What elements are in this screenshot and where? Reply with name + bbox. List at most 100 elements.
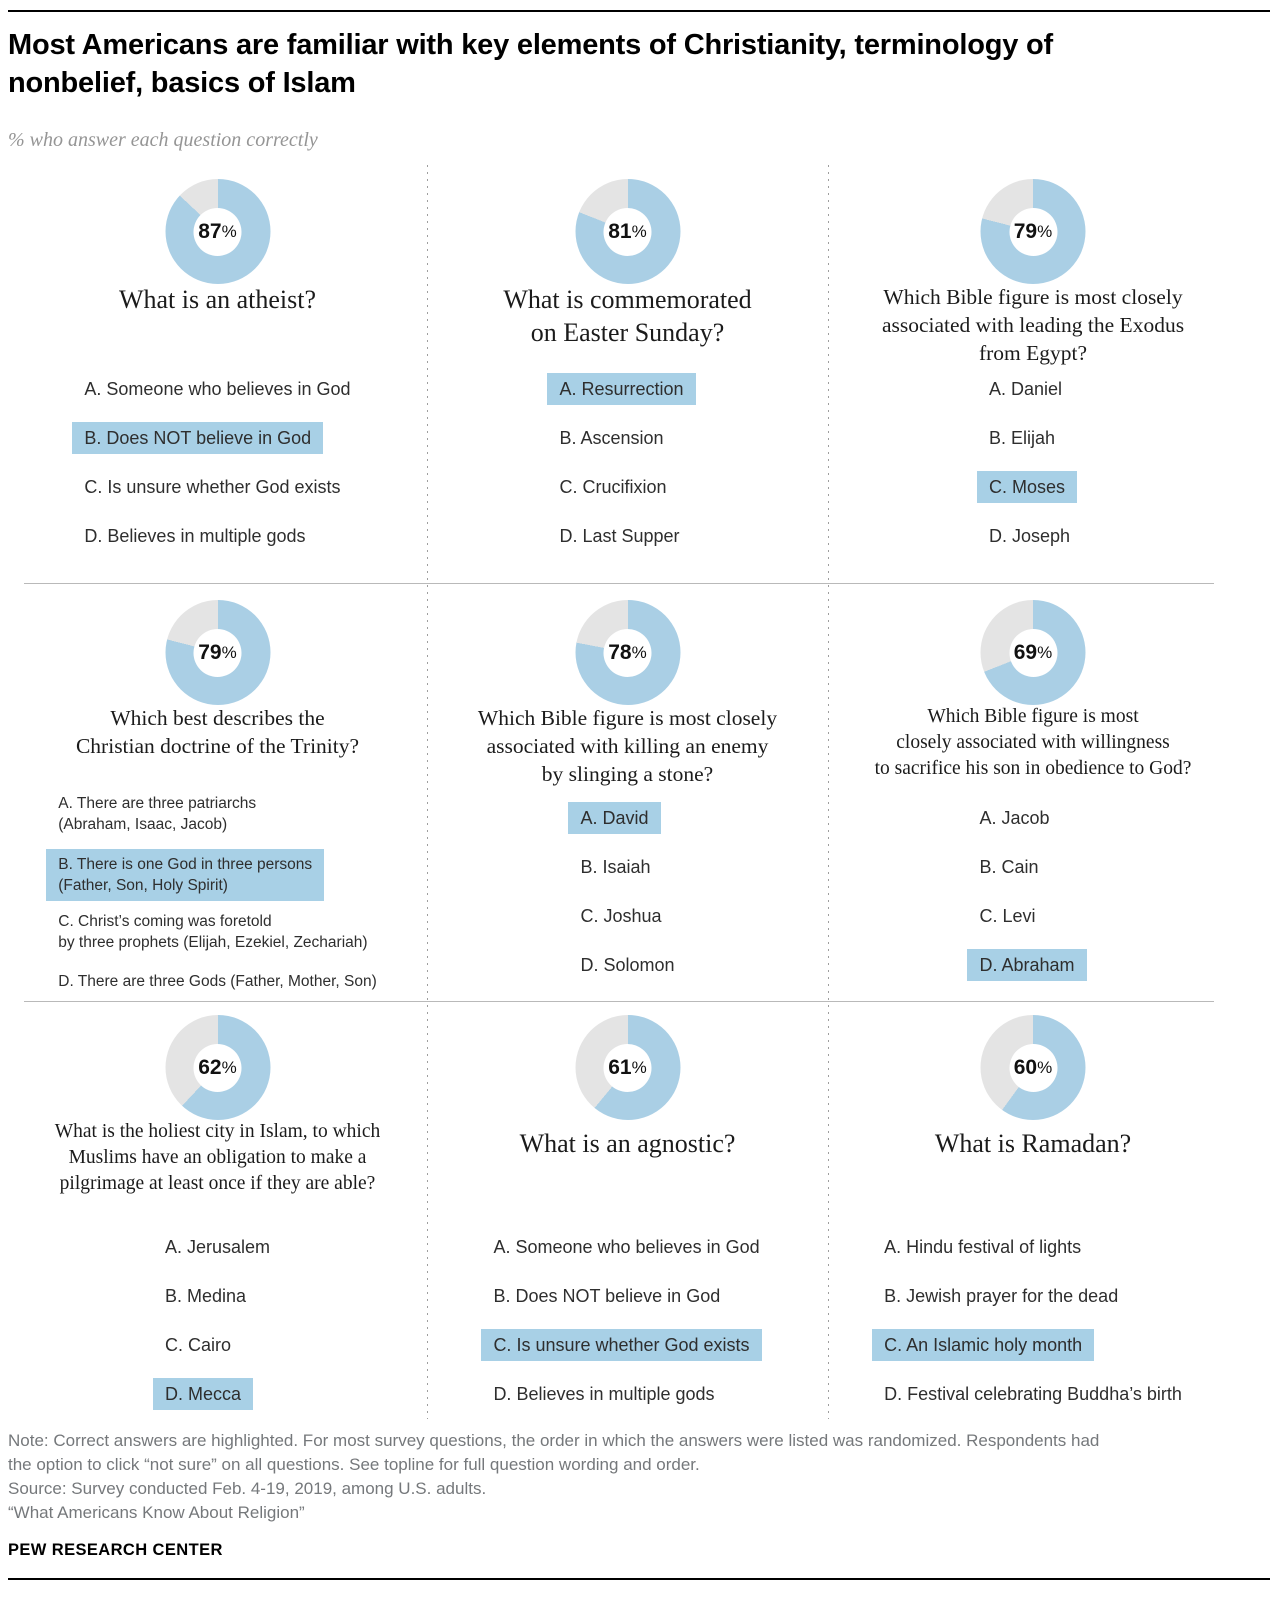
answer-option: A. David bbox=[568, 802, 674, 835]
quiz-cell: 81% What is commemorated on Easter Sunday?… bbox=[427, 165, 828, 583]
answer-line: A. Jerusalem bbox=[164, 1237, 271, 1257]
donut-percent-label: 87% bbox=[165, 179, 270, 284]
page-subtitle: % who answer each question correctly bbox=[8, 129, 318, 151]
page-title-line: Most Americans are familiar with key ele… bbox=[8, 29, 1053, 61]
quiz-cell: 78% Which Bible figure is most closely ass… bbox=[427, 583, 828, 1001]
answer-line: D. Last Supper bbox=[559, 526, 680, 546]
pew-research-center-logo: PEW RESEARCH CENTER bbox=[8, 1541, 223, 1559]
percent-sign: % bbox=[221, 222, 237, 241]
answer-line: (Abraham, Isaac, Jacob) bbox=[58, 816, 228, 833]
answer-line: B. Does NOT believe in God bbox=[493, 1286, 721, 1306]
correct-answer-highlight: C. Is unsure whether God exists bbox=[481, 1329, 762, 1361]
quiz-cell: 62% What is the holiest city in Islam, to… bbox=[8, 1001, 427, 1419]
answer-options-list: A. Resurrection B. Ascension C. Crucifixio… bbox=[547, 373, 696, 569]
donut-chart: 78% bbox=[575, 600, 680, 705]
question-line: by slinging a stone? bbox=[541, 762, 714, 786]
answer-text: B. Isaiah bbox=[580, 857, 650, 877]
answer-options: A. David B. Isaiah C. Joshua D. Solomon bbox=[427, 802, 828, 998]
footer-source: Source: Survey conducted Feb. 4-19, 2019… bbox=[8, 1479, 487, 1498]
footer-note-line: the option to click “not sure” on all qu… bbox=[8, 1455, 700, 1474]
answer-text: A. Daniel bbox=[989, 379, 1062, 399]
donut-chart: 81% bbox=[575, 179, 680, 284]
correct-answer-highlight: C. An Islamic holy month bbox=[872, 1329, 1095, 1361]
answer-line: C. Levi bbox=[979, 906, 1036, 926]
quiz-cell: 79% Which Bible figure is most closely ass… bbox=[828, 165, 1238, 583]
question-line: closely associated with willingness bbox=[896, 732, 1170, 753]
answer-line: D. Believes in multiple gods bbox=[84, 526, 306, 546]
quiz-cell: 60% What is Ramadan? A. Hindu festival of … bbox=[828, 1001, 1238, 1419]
donut-chart: 69% bbox=[980, 600, 1086, 705]
answer-text: C. Levi bbox=[979, 906, 1035, 926]
answer-options-list: A. David B. Isaiah C. Joshua D. Solomon bbox=[568, 802, 675, 998]
answer-text: C. Joshua bbox=[580, 906, 661, 926]
answer-line: D. Joseph bbox=[988, 526, 1071, 546]
answer-options: A. Someone who believes in God B. Does NO… bbox=[427, 1231, 828, 1427]
percent-value: 78 bbox=[608, 640, 632, 664]
percent-value: 60 bbox=[1013, 1055, 1038, 1079]
answer-option: C. Is unsure whether God exists bbox=[481, 1329, 762, 1362]
question-line: pilgrimage at least once if they are abl… bbox=[59, 1173, 376, 1194]
row-separator bbox=[24, 583, 1214, 584]
answer-text: D. Believes in multiple gods bbox=[84, 526, 305, 546]
answer-option: A. Someone who believes in God bbox=[493, 1231, 761, 1264]
quiz-cell: 87% What is an atheist? A. Someone who bel… bbox=[8, 165, 427, 583]
answer-option: B. There is one God in three persons (Fat… bbox=[46, 849, 376, 901]
answer-options: A. Hindu festival of lights B. Jewish pra… bbox=[828, 1231, 1238, 1427]
answer-option: A. Hindu festival of lights bbox=[884, 1231, 1182, 1264]
answer-line: A. Resurrection bbox=[559, 379, 684, 399]
question-text: Which best describes the Christian doctri… bbox=[8, 704, 427, 760]
answer-line: A. Hindu festival of lights bbox=[884, 1237, 1082, 1257]
percent-value: 79 bbox=[1013, 219, 1038, 243]
answer-options: A. There are three patriarchs (Abraham, I… bbox=[8, 793, 427, 992]
answer-option: D. Joseph bbox=[989, 520, 1077, 553]
answer-line: C. Joshua bbox=[580, 906, 662, 926]
answer-option: B. Ascension bbox=[559, 422, 695, 455]
answer-line: (Father, Son, Holy Spirit) bbox=[58, 877, 228, 894]
answer-line: C. Christ’s coming was foretold bbox=[58, 913, 272, 930]
percent-sign: % bbox=[631, 643, 647, 662]
answer-line: A. Daniel bbox=[988, 379, 1063, 399]
answer-option: D. Mecca bbox=[152, 1378, 270, 1411]
answer-option: C. Christ’s coming was foretold by three … bbox=[58, 911, 376, 953]
answer-line: B. Cain bbox=[979, 857, 1039, 877]
answer-line: B. Medina bbox=[164, 1286, 247, 1306]
quiz-cell: 79% Which best describes the Christian doc… bbox=[8, 583, 427, 1001]
answer-option: A. There are three patriarchs (Abraham, I… bbox=[58, 793, 376, 835]
answer-text: B. Medina bbox=[165, 1286, 246, 1306]
answer-line: by three prophets (Elijah, Ezekiel, Zech… bbox=[58, 934, 368, 951]
quiz-cell: 69% Which Bible figure is most closely ass… bbox=[828, 583, 1238, 1001]
question-line: What is Ramadan? bbox=[934, 1129, 1132, 1158]
percent-sign: % bbox=[221, 1058, 237, 1077]
answer-line: D. Festival celebrating Buddha’s birth bbox=[884, 1384, 1182, 1404]
donut-percent-label: 79% bbox=[981, 179, 1086, 284]
answer-options-list: A. Someone who believes in God B. Does NO… bbox=[481, 1231, 762, 1427]
answer-text: D. Joseph bbox=[989, 526, 1070, 546]
answer-option: B. Does NOT believe in God bbox=[72, 422, 350, 455]
answer-line: A. David bbox=[580, 808, 649, 828]
question-text: Which Bible figure is most closely associ… bbox=[828, 283, 1238, 367]
answer-option: C. Is unsure whether God exists bbox=[84, 471, 350, 504]
answer-line: A. There are three patriarchs bbox=[58, 795, 257, 812]
column-separator-dotted bbox=[828, 165, 829, 1419]
answer-option: B. Isaiah bbox=[580, 851, 674, 884]
percent-value: 61 bbox=[608, 1055, 632, 1079]
percent-value: 79 bbox=[198, 640, 222, 664]
answer-line: B. Elijah bbox=[988, 428, 1056, 448]
top-rule bbox=[8, 10, 1270, 12]
donut-percent-label: 78% bbox=[575, 600, 680, 705]
answer-option: B. Cain bbox=[979, 851, 1086, 884]
answer-options: A. Jacob B. Cain C. Levi D. Abraham bbox=[828, 802, 1238, 998]
answer-options-list: A. There are three patriarchs (Abraham, I… bbox=[46, 793, 377, 992]
question-line: What is an atheist? bbox=[118, 285, 317, 314]
answer-text: D. There are three Gods (Father, Mother,… bbox=[58, 971, 376, 992]
answer-text: B. Cain bbox=[979, 857, 1038, 877]
donut-percent-label: 60% bbox=[981, 1015, 1086, 1120]
correct-answer-highlight: B. There is one God in three persons (Fat… bbox=[46, 849, 325, 901]
percent-sign: % bbox=[631, 222, 647, 241]
correct-answer-highlight: A. Resurrection bbox=[547, 373, 696, 405]
answer-options-list: A. Hindu festival of lights B. Jewish pra… bbox=[872, 1231, 1182, 1427]
footer-report-title: “What Americans Know About Religion” bbox=[8, 1503, 305, 1522]
donut-chart: 79% bbox=[980, 179, 1086, 284]
question-line: What is an agnostic? bbox=[519, 1129, 736, 1158]
column-separator-dotted bbox=[427, 165, 428, 1419]
